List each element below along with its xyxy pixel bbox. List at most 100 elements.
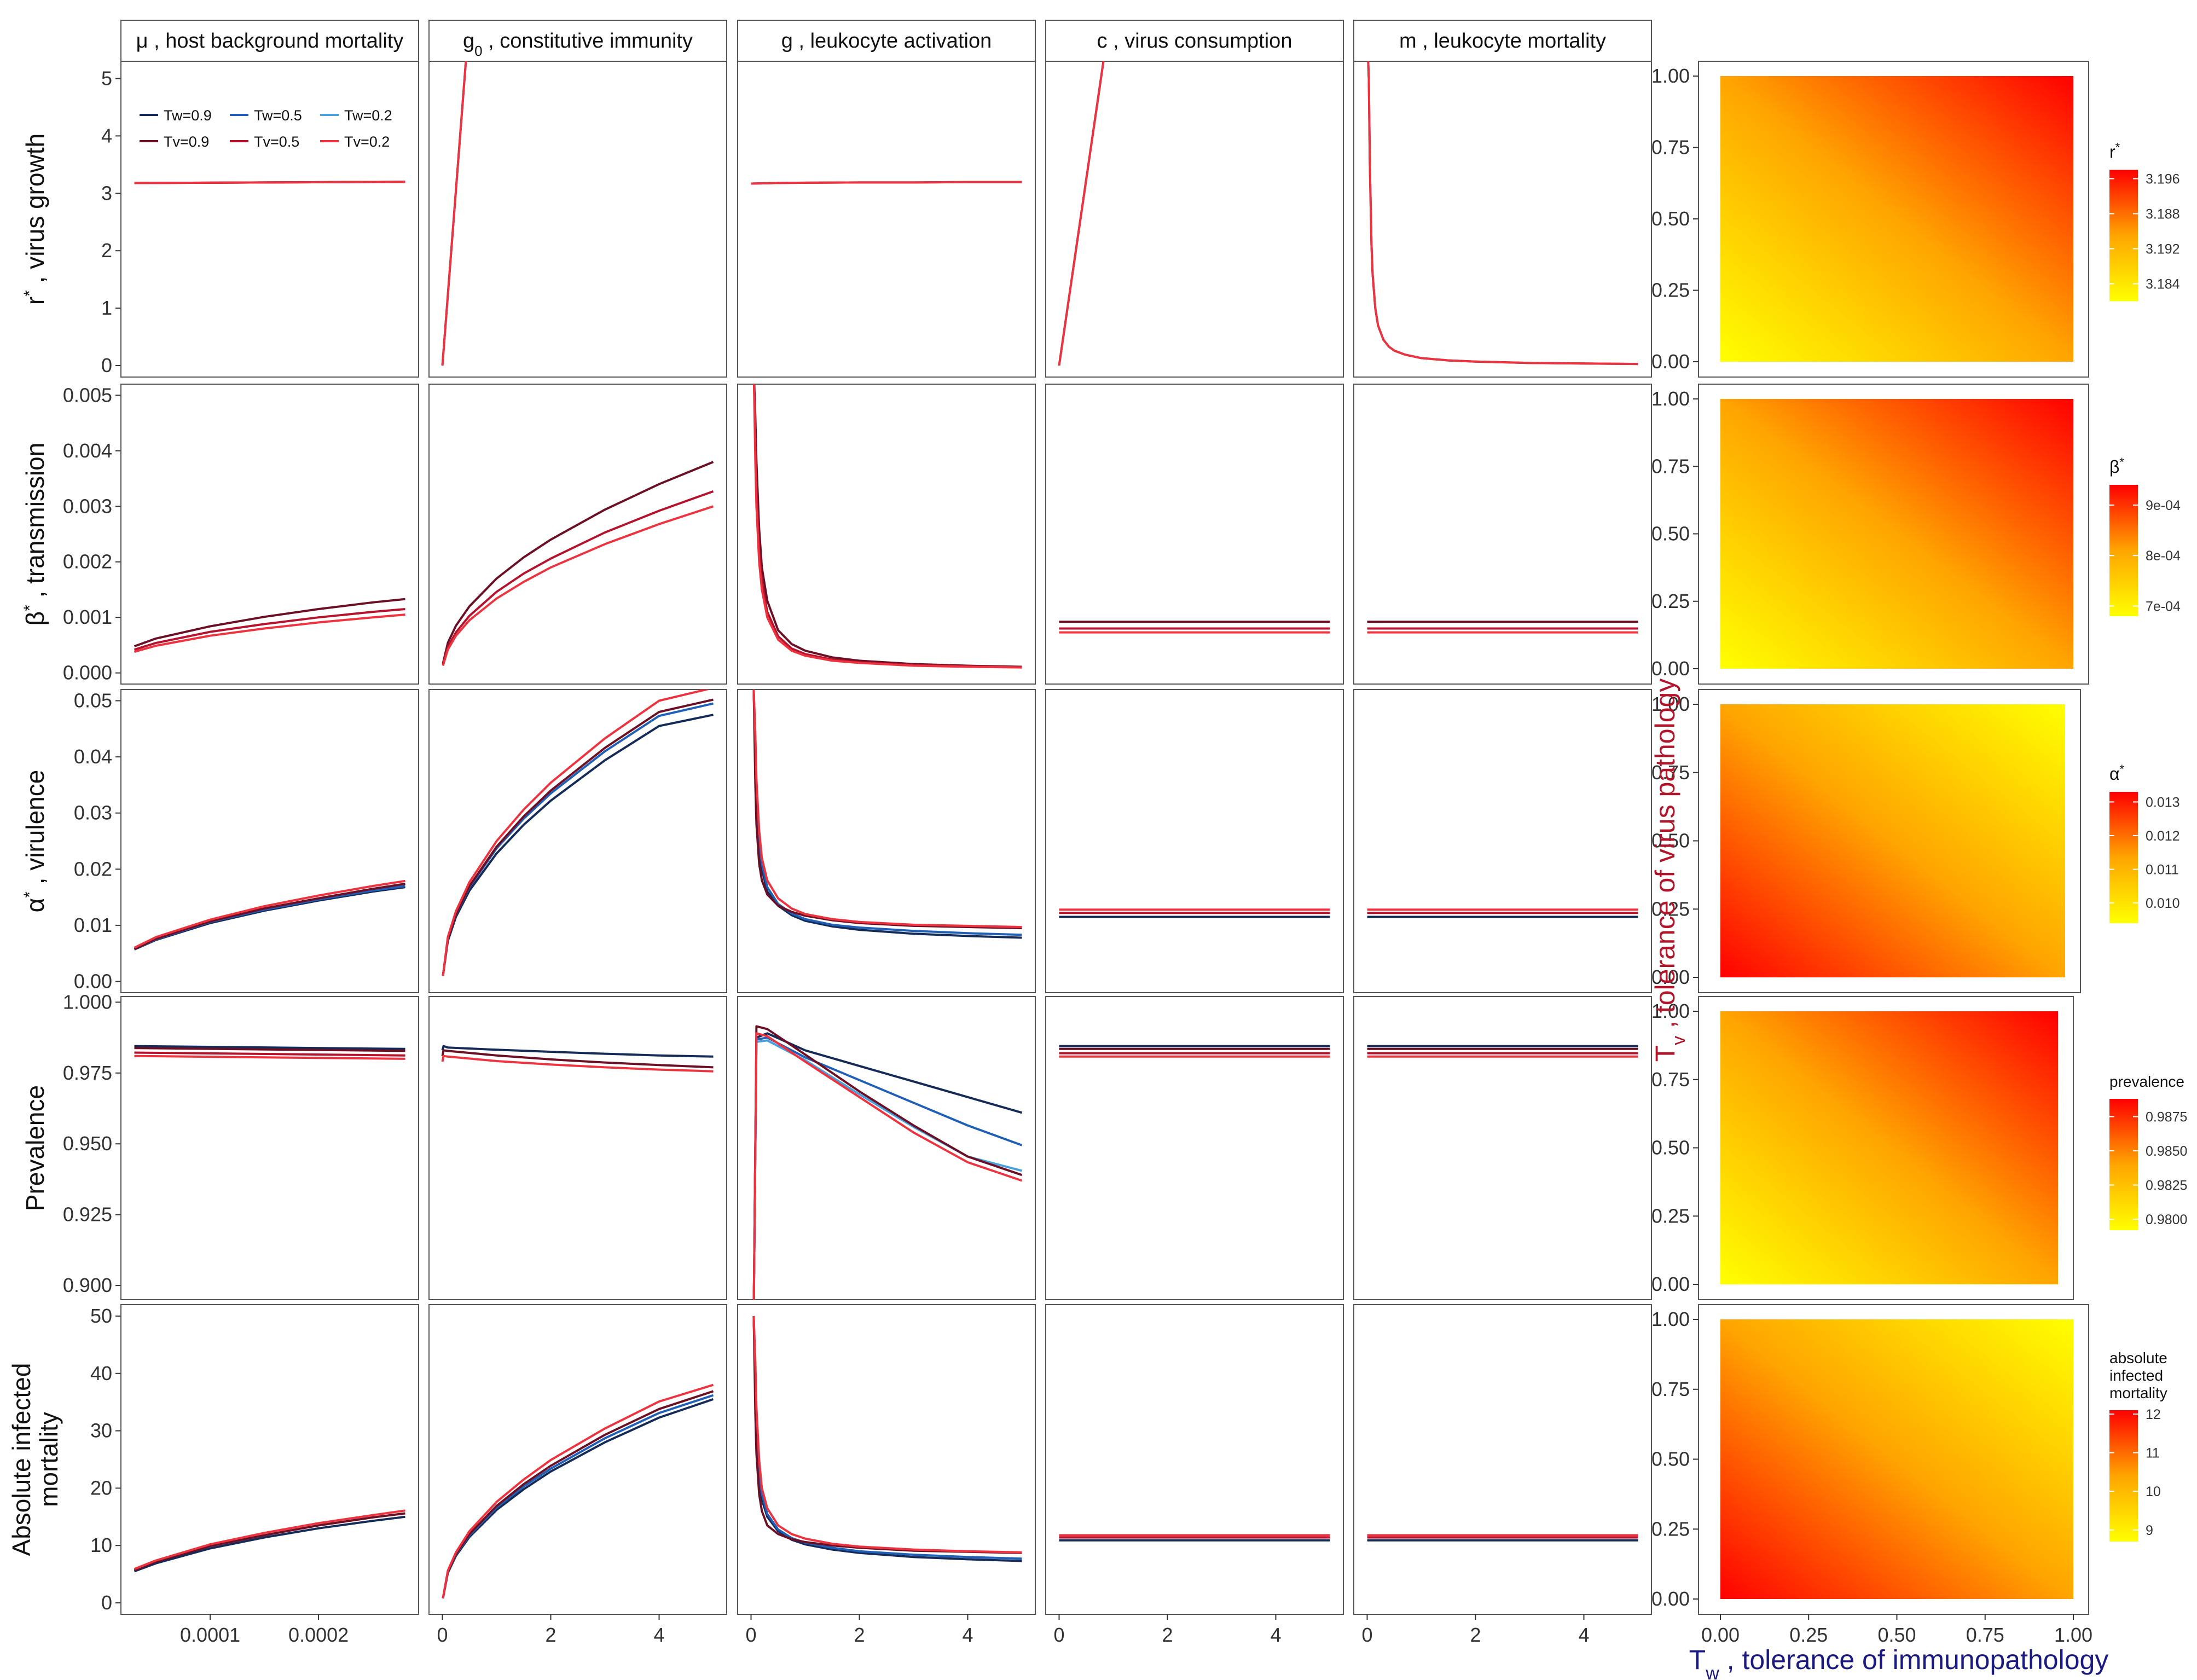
colorbar-tick-label: 0.9800 (2146, 1212, 2187, 1227)
line-panel (737, 689, 1036, 993)
panel-series-group (751, 181, 1022, 185)
row-axis-title: mortality (34, 1412, 63, 1507)
strip-symbol: g (463, 30, 474, 53)
colorbar-superscript: * (2120, 762, 2125, 776)
line-panel (428, 61, 727, 378)
y-tick-label: 10 (90, 1534, 112, 1556)
heatmap-tile-field (1720, 704, 2065, 977)
row-axis-title: α* , virulence (21, 770, 50, 913)
series-line-Tv=0.2 (441, 1055, 714, 1073)
y-tick-label: 0.50 (1651, 523, 1690, 545)
x-tick-label: 0 (437, 1624, 448, 1646)
colorbar-title: infected (2109, 1367, 2163, 1384)
y-tick-label: 0.04 (74, 745, 112, 768)
y-tick-label: 0.00 (1651, 966, 1690, 988)
colorbar-tick-label: 0.9850 (2146, 1144, 2187, 1159)
series-line-Tw=0.9 (441, 1045, 714, 1058)
series-line-Tv=0.9 (441, 1049, 714, 1069)
facet-strip (428, 20, 727, 62)
y-tick-label: 0.00 (1651, 1588, 1690, 1610)
panel-series-group (1059, 908, 1330, 918)
panel-series-group (1367, 1534, 1638, 1542)
line-panel (120, 384, 419, 685)
panel-series-group (442, 1383, 714, 1599)
series-line-Tv=0.2 (752, 1316, 1022, 1554)
series-line-Tv=0.2 (1058, 61, 1105, 366)
y-tick-label: 0.004 (63, 439, 112, 462)
panel-series-group (1059, 621, 1330, 634)
x-tick-label: 4 (1270, 1624, 1281, 1646)
panel-series-group (442, 461, 714, 667)
panel-series-group (752, 690, 1022, 939)
series-line-Tw=0.9 (752, 1032, 1023, 1300)
line-panel (1353, 689, 1652, 993)
panel-series-group (1059, 1534, 1330, 1542)
series-line-Tv=0.9 (134, 1047, 405, 1052)
y-tick-label: 0.50 (1651, 830, 1690, 852)
line-panel (120, 1304, 419, 1615)
x-tick-label: 0.75 (1966, 1624, 2004, 1646)
series-line-Tv=0.5 (442, 490, 714, 665)
y-tick-label: 0.00 (1651, 657, 1690, 680)
line-panel (1045, 996, 1344, 1300)
line-panel (428, 689, 727, 993)
series-line-Tv=0.2 (1367, 61, 1638, 366)
y-tick-label: 1.00 (1651, 1308, 1690, 1330)
series-line-Tv=0.2 (441, 61, 467, 366)
x-tick-label: 2 (854, 1624, 865, 1646)
colorbar-tick-label: 7e-04 (2146, 599, 2181, 615)
series-line-Tv=0.2 (752, 690, 1022, 928)
series-line-Tv=0.9 (752, 1025, 1023, 1300)
facet-strip-label: m , leukocyte mortality (1399, 30, 1606, 53)
ylabel-text: , virulence (21, 770, 49, 891)
y-tick-label: 20 (90, 1476, 112, 1499)
ylabel-superscript: * (21, 290, 39, 297)
y-tick-label: 0.00 (1651, 1273, 1690, 1295)
xlabel-text: , tolerance of immunopathology (1719, 1644, 2109, 1675)
strip-text: , virus consumption (1108, 30, 1292, 53)
line-panel (428, 384, 727, 685)
colorbar-superscript: * (2115, 140, 2120, 154)
y-tick-label: 5 (101, 67, 112, 89)
y-tick-label: 0.75 (1651, 761, 1690, 784)
y-tick-label: 30 (90, 1420, 112, 1442)
colorbar-title: prevalence (2109, 1073, 2184, 1090)
line-panel (737, 996, 1036, 1300)
colorbar-symbol: β (2109, 457, 2119, 477)
y-tick-label: 0.05 (74, 690, 112, 712)
colorbar-tick-label: 0.010 (2146, 896, 2180, 911)
line-panel (1045, 1304, 1344, 1615)
colorbar (2109, 1099, 2138, 1230)
y-tick-label: 0 (101, 1591, 112, 1614)
line-panel (428, 996, 727, 1300)
panel-series-group (1058, 61, 1105, 366)
colorbar-tick-label: 0.9875 (2146, 1110, 2187, 1125)
ylabel-subscript: v (1668, 1036, 1689, 1045)
line-panel (1353, 1304, 1652, 1615)
x-tick-label: 0.50 (1877, 1624, 1916, 1646)
row-axis-title: Prevalence (21, 1085, 49, 1211)
series-line-Tv=0.9 (134, 883, 405, 950)
series-line-Tv=0.9 (752, 1316, 1022, 1554)
y-tick-label: 0.00 (1651, 350, 1690, 373)
y-tick-label: 0.03 (74, 802, 112, 824)
x-tick-label: 2 (1470, 1624, 1481, 1646)
heatmap-x-axis-title: Tw , tolerance of immunopathology (1689, 1644, 2109, 1680)
y-tick-label: 0.005 (63, 384, 112, 406)
line-panel (737, 1304, 1036, 1615)
colorbar-tick-label: 0.012 (2146, 829, 2180, 844)
ylabel-text: , virus growth (21, 134, 49, 290)
facet-strip (1353, 20, 1652, 62)
series-line-Tv=0.9 (134, 598, 405, 647)
series-line-Tv=0.2 (134, 181, 405, 184)
y-tick-label: 0.25 (1651, 897, 1690, 920)
x-tick-label: 0 (1361, 1624, 1372, 1646)
strip-symbol: μ (136, 30, 148, 53)
y-tick-label: 0.02 (74, 858, 112, 880)
y-tick-label: 0.25 (1651, 590, 1690, 612)
y-tick-label: 0.25 (1651, 279, 1690, 302)
y-tick-label: 0.75 (1651, 1378, 1690, 1400)
legend-label: Tw=0.5 (254, 107, 302, 124)
y-tick-label: 1.00 (1651, 65, 1690, 87)
